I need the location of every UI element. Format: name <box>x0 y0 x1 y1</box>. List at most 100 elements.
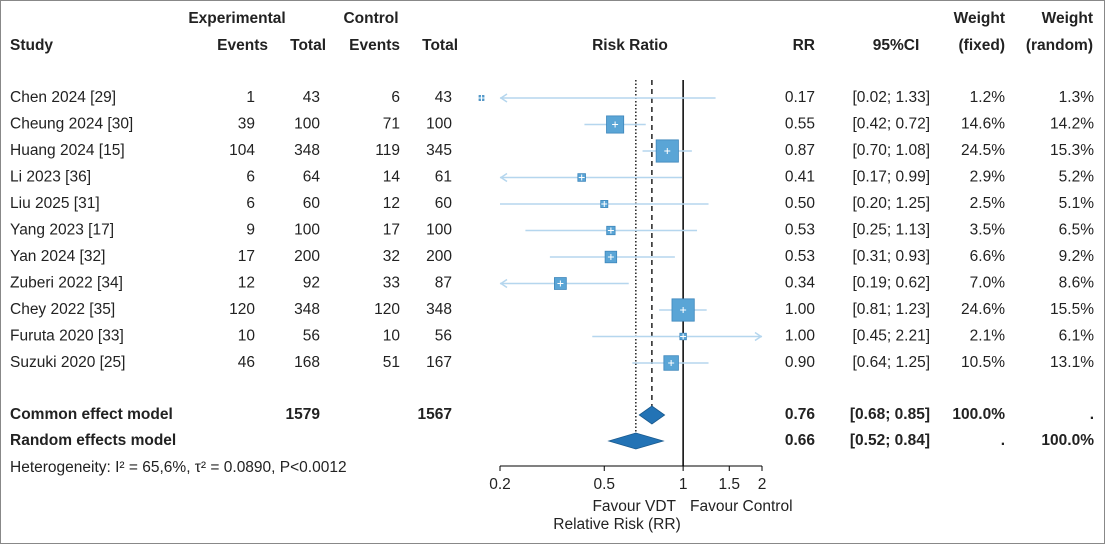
cell: [0.02; 1.33] <box>852 89 930 106</box>
cell: 6 <box>246 169 255 186</box>
cell: 15.5% <box>1050 301 1094 318</box>
cell: 60 <box>435 195 453 212</box>
cell: 17 <box>383 222 400 239</box>
cell: 1.3% <box>1059 89 1095 106</box>
cell: 60 <box>303 195 321 212</box>
cell: 24.6% <box>961 301 1005 318</box>
cell: 167 <box>426 354 452 371</box>
cell: 2.1% <box>970 328 1006 345</box>
cell: Zuberi 2022 [34] <box>10 275 123 292</box>
cell: Huang 2024 [15] <box>10 142 125 159</box>
cell: Cheung 2024 [30] <box>10 116 133 133</box>
x-axis-label: Relative Risk (RR) <box>553 516 680 533</box>
column-header: (fixed) <box>959 37 1006 54</box>
cell: 200 <box>294 248 320 265</box>
summary-cell: Common effect model <box>10 406 173 423</box>
cell: 348 <box>294 142 320 159</box>
x-tick-label: 0.2 <box>489 476 511 493</box>
cell: 100 <box>426 222 452 239</box>
cell: 0.90 <box>785 354 816 371</box>
column-header: (random) <box>1026 37 1093 54</box>
cell: 14.6% <box>961 116 1005 133</box>
cell: 13.1% <box>1050 354 1094 371</box>
cell: 43 <box>303 89 320 106</box>
cell: [0.25; 1.13] <box>852 222 930 239</box>
cell: Liu 2025 [31] <box>10 195 100 212</box>
summary-cell: 100.0% <box>952 406 1005 423</box>
x-tick-label: 1 <box>679 476 688 493</box>
cell: 100 <box>294 222 320 239</box>
favour-left: Favour VDT <box>592 498 676 515</box>
cell: 39 <box>238 116 255 133</box>
column-header: Events <box>349 37 400 54</box>
heterogeneity: Heterogeneity: I² = 65,6%, τ² = 0.0890, … <box>10 459 347 476</box>
summary-cell: 100.0% <box>1041 432 1094 449</box>
summary-cell: 1579 <box>286 406 321 423</box>
cell: 15.3% <box>1050 142 1094 159</box>
summary-cell: Random effects model <box>10 432 176 449</box>
cell: 12 <box>383 195 400 212</box>
summary-diamond <box>607 432 665 450</box>
column-header: Total <box>422 37 458 54</box>
summary-cell: . <box>1001 432 1005 449</box>
cell: 14 <box>383 169 401 186</box>
cell: Suzuki 2020 [25] <box>10 354 125 371</box>
cell: 120 <box>229 301 255 318</box>
cell: 92 <box>303 275 320 292</box>
cell: 56 <box>303 328 320 345</box>
cell: 348 <box>426 301 452 318</box>
column-header: Weight <box>1042 10 1093 27</box>
summary-diamond <box>638 405 666 425</box>
cell: 6 <box>391 89 400 106</box>
cell: 1 <box>246 89 255 106</box>
cell: 0.53 <box>785 248 815 265</box>
cell: 6.6% <box>970 248 1006 265</box>
cell: 61 <box>435 169 452 186</box>
cell: Furuta 2020 [33] <box>10 328 124 345</box>
cell: 2.5% <box>970 195 1006 212</box>
cell: [0.45; 2.21] <box>852 328 930 345</box>
cell: 0.17 <box>785 89 815 106</box>
column-header: 95%CI <box>873 37 920 54</box>
summary-cell: [0.52; 0.84] <box>850 432 930 449</box>
column-header: Weight <box>954 10 1005 27</box>
cell: Yang 2023 [17] <box>10 222 114 239</box>
cell: 0.41 <box>785 169 815 186</box>
favour-right: Favour Control <box>690 498 793 515</box>
cell: 24.5% <box>961 142 1005 159</box>
cell: 9.2% <box>1059 248 1095 265</box>
ci-arrow <box>754 331 763 342</box>
cell: [0.42; 0.72] <box>852 116 930 133</box>
cell: 3.5% <box>970 222 1006 239</box>
summary-cell: 0.66 <box>785 432 816 449</box>
cell: 100 <box>426 116 452 133</box>
cell: [0.81; 1.23] <box>852 301 930 318</box>
cell: 43 <box>435 89 452 106</box>
cell: 0.34 <box>785 275 816 292</box>
column-header: RR <box>793 37 815 54</box>
cell: [0.17; 0.99] <box>852 169 930 186</box>
summary-cell: [0.68; 0.85] <box>850 406 930 423</box>
cell: 119 <box>375 142 400 159</box>
cell: [0.20; 1.25] <box>852 195 930 212</box>
ci-arrow <box>499 172 508 183</box>
cell: 6 <box>246 195 255 212</box>
cell: 348 <box>294 301 320 318</box>
cell: [0.19; 0.62] <box>852 275 930 292</box>
cell: 120 <box>374 301 400 318</box>
cell: 10 <box>238 328 256 345</box>
cell: 64 <box>303 169 321 186</box>
cell: 46 <box>238 354 255 371</box>
cell: 87 <box>435 275 452 292</box>
summary-cell: 1567 <box>418 406 452 423</box>
cell: Chey 2022 [35] <box>10 301 115 318</box>
cell: 0.55 <box>785 116 815 133</box>
cell: Yan 2024 [32] <box>10 248 105 265</box>
cell: 5.1% <box>1059 195 1095 212</box>
cell: 32 <box>383 248 400 265</box>
cell: 2.9% <box>970 169 1006 186</box>
x-tick-label: 1.5 <box>718 476 740 493</box>
column-header: Experimental <box>188 10 285 27</box>
column-header: Risk Ratio <box>592 37 668 54</box>
